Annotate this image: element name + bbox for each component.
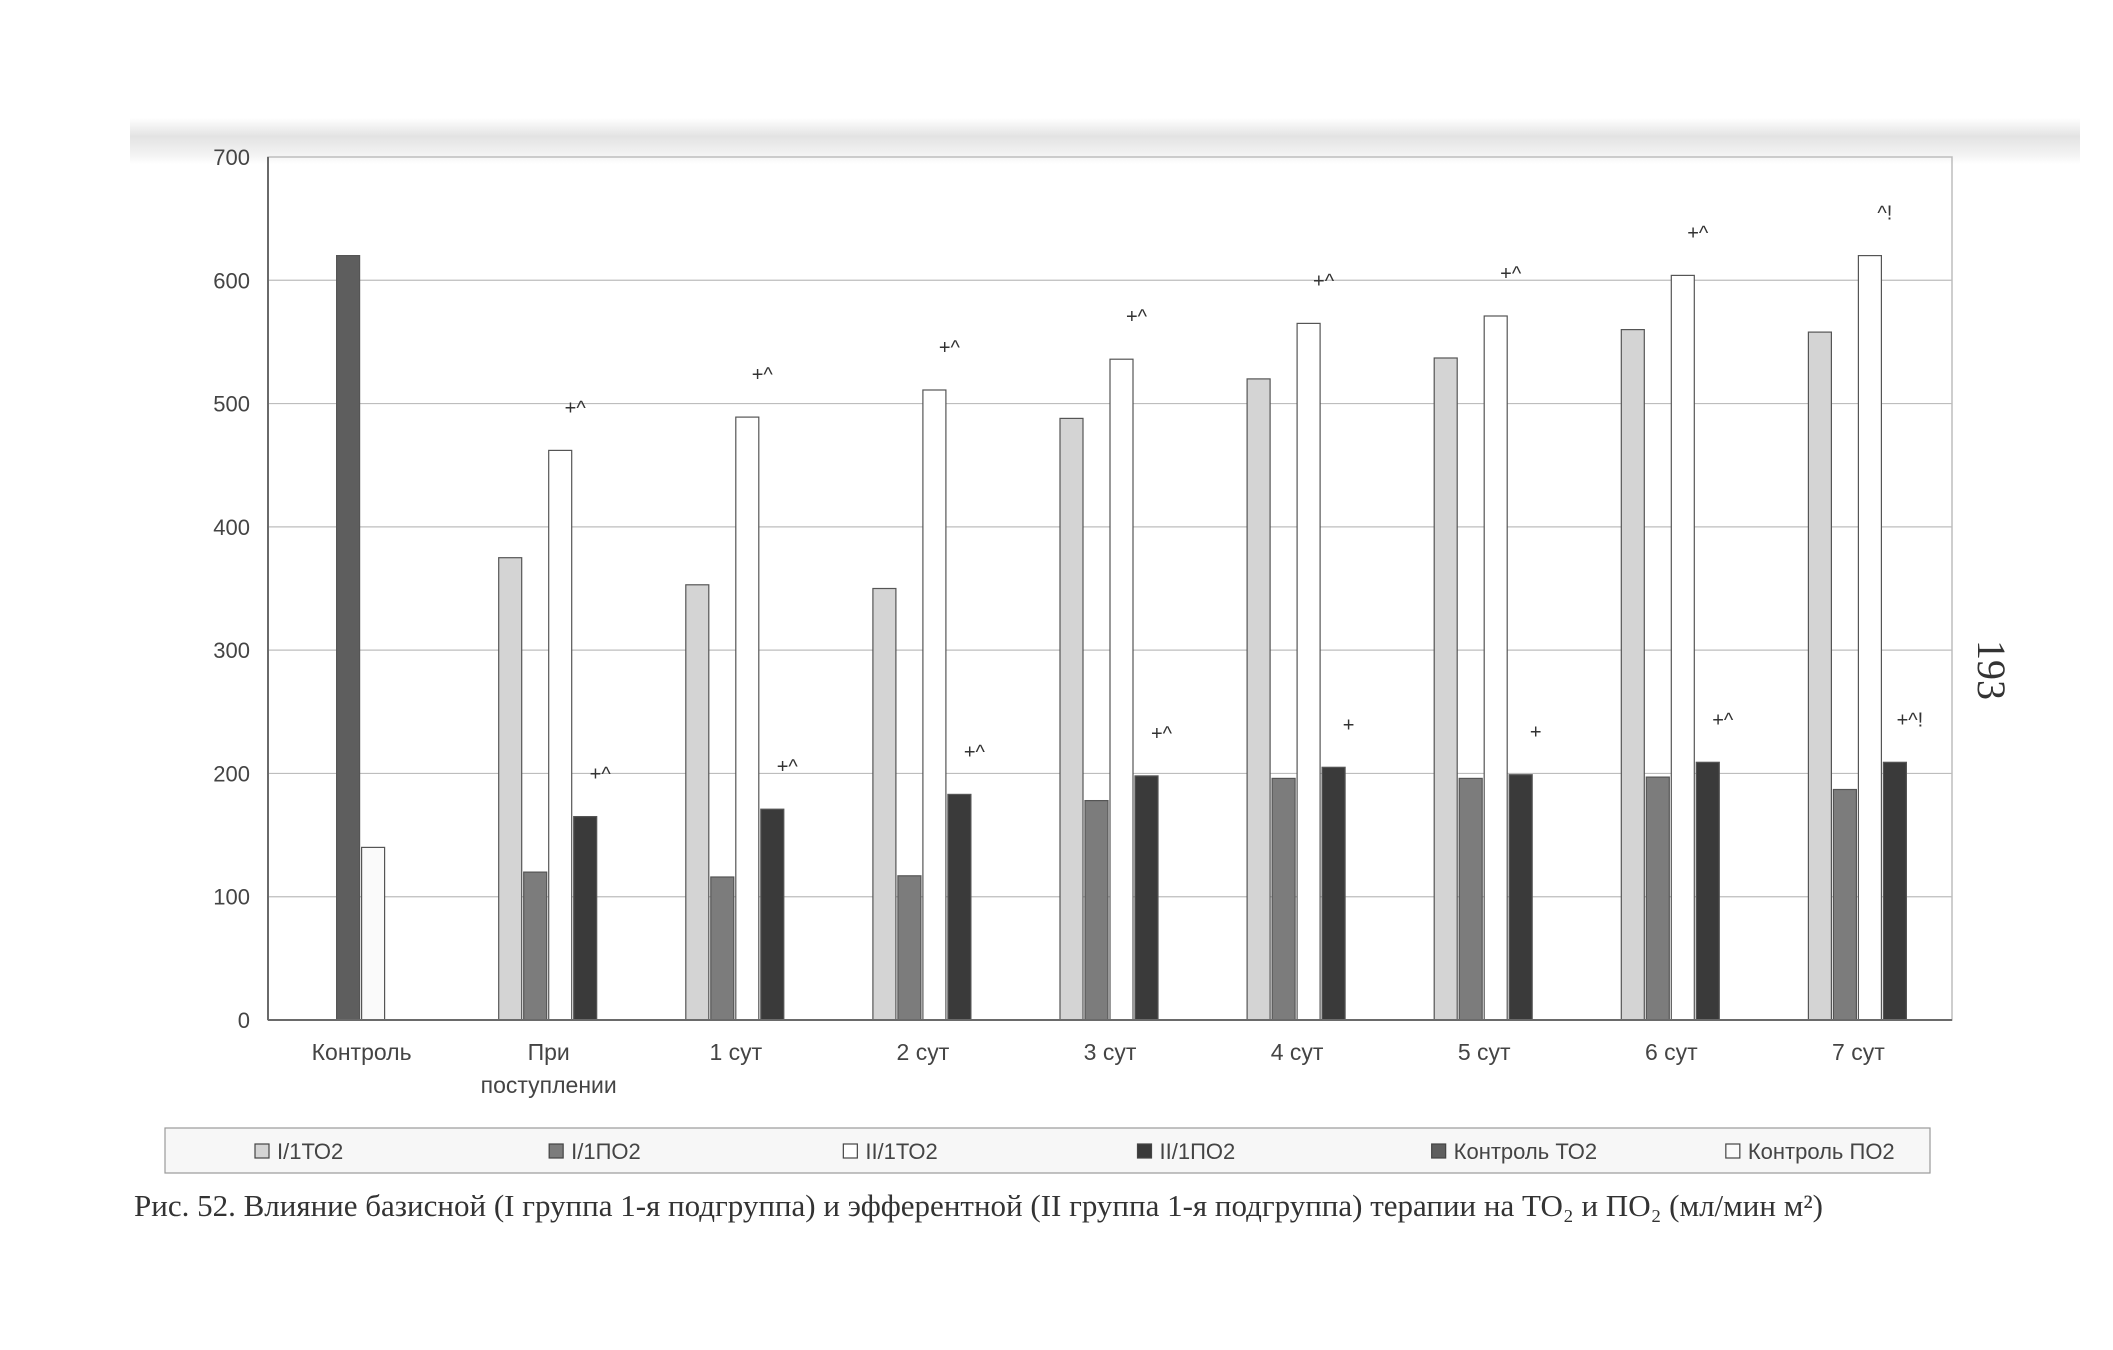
bar-II/1ТО2-7 сут — [1857, 255, 1883, 1021]
bar-II/1ТО2-6 сут — [1670, 274, 1695, 1021]
y-tick-label-300: 300 — [213, 638, 250, 663]
x-tick-label-5 сут: 5 сут — [1458, 1039, 1511, 1065]
y-tick-label-200: 200 — [213, 761, 250, 786]
annotation-II/1ТО2-2 сут: +^ — [939, 337, 961, 359]
bar-Контроль ПО2-Контроль — [361, 846, 386, 1021]
legend: I/1ТО2 I/1ПО2 II/1ТО2 II/1ПО2 Контроль ТО2 Ко… — [164, 1127, 1931, 1174]
bar-I/1ТО2-1 сут — [685, 584, 710, 1021]
page-number: 193 — [1969, 640, 2014, 700]
bar-II/1ПО2-2 сут — [947, 793, 972, 1021]
annotation-II/1ПО2-2 сут: +^ — [964, 741, 986, 763]
bar-I/1ПО2-3 сут — [1084, 799, 1109, 1021]
y-tick-label-400: 400 — [213, 515, 250, 540]
legend-swatch-Контроль ТО2 — [1431, 1143, 1447, 1159]
legend-swatch-I/1ПО2 — [548, 1143, 564, 1159]
bar-I/1ТО2-7 сут — [1807, 331, 1833, 1021]
bar-I/1ТО2-4 сут — [1246, 378, 1271, 1021]
bar-II/1ПО2-4 сут — [1321, 766, 1346, 1021]
legend-label-II/1ПО2: II/1ПО2 — [1160, 1139, 1236, 1164]
x-tick-label-3 сут: 3 сут — [1084, 1039, 1137, 1065]
y-tick-label-700: 700 — [213, 145, 250, 170]
legend-swatch-Контроль ПО2 — [1725, 1143, 1741, 1159]
bar-II/1ТО2-5 сут — [1483, 315, 1508, 1021]
bar-I/1ПО2-5 сут — [1458, 777, 1483, 1021]
x-tick-label-При поступлении-0: При — [528, 1039, 570, 1065]
legend-box — [164, 1127, 1931, 1174]
legend-label-Контроль ПО2: Контроль ПО2 — [1748, 1139, 1895, 1164]
x-tick-label-7 сут: 7 сут — [1832, 1039, 1885, 1065]
bar-I/1ПО2-2 сут — [897, 875, 922, 1021]
bar-I/1ПО2-При поступлении — [523, 871, 548, 1021]
bar-I/1ТО2-При поступлении — [498, 557, 523, 1021]
annotation-II/1ТО2-5 сут: +^ — [1500, 263, 1522, 285]
bar-I/1ТО2-5 сут — [1433, 357, 1458, 1021]
legend-swatch-II/1ТО2 — [842, 1143, 858, 1159]
x-tick-label-4 сут: 4 сут — [1271, 1039, 1324, 1065]
annotation-II/1ПО2-7 сут: +^! — [1897, 709, 1924, 731]
x-tick-label-Контроль: Контроль — [312, 1039, 412, 1065]
bar-I/1ТО2-2 сут — [872, 587, 897, 1021]
annotation-II/1ПО2-4 сут: + — [1343, 714, 1355, 736]
bars-layer — [336, 255, 1908, 1021]
y-tick-label-100: 100 — [213, 885, 250, 910]
legend-swatch-II/1ПО2 — [1136, 1143, 1153, 1159]
annotation-II/1ТО2-3 сут: +^ — [1126, 306, 1148, 328]
annotation-II/1ПО2-1 сут: +^ — [777, 756, 799, 778]
bar-II/1ПО2-При поступлении — [573, 815, 598, 1021]
bar-I/1ПО2-7 сут — [1832, 788, 1858, 1021]
y-tick-label-600: 600 — [213, 268, 250, 293]
legend-swatch-I/1ТО2 — [254, 1143, 270, 1159]
annotation-II/1ПО2-3 сут: +^ — [1151, 723, 1173, 745]
y-tick-label-500: 500 — [213, 392, 250, 417]
bar-II/1ПО2-1 сут — [760, 808, 785, 1021]
bar-II/1ТО2-При поступлении — [548, 449, 573, 1021]
annotation-II/1ПО2-6 сут: +^ — [1712, 709, 1734, 731]
bar-II/1ПО2-6 сут — [1695, 761, 1720, 1021]
bar-II/1ТО2-1 сут — [735, 416, 760, 1021]
x-tick-label-1 сут: 1 сут — [709, 1039, 762, 1065]
annotation-II/1ПО2-При поступлении: +^ — [590, 764, 612, 786]
bar-II/1ПО2-7 сут — [1882, 761, 1908, 1021]
bar-II/1ПО2-5 сут — [1508, 774, 1533, 1021]
legend-label-II/1ТО2: II/1ТО2 — [865, 1139, 937, 1164]
x-tick-label-2 сут: 2 сут — [897, 1039, 950, 1065]
bar-I/1ПО2-6 сут — [1645, 776, 1670, 1021]
legend-label-I/1ПО2: I/1ПО2 — [571, 1139, 641, 1164]
annotation-II/1ПО2-5 сут: + — [1530, 722, 1542, 744]
bar-Контроль ТО2-Контроль — [336, 255, 361, 1021]
bar-II/1ПО2-3 сут — [1134, 775, 1159, 1021]
bar-I/1ПО2-1 сут — [710, 876, 735, 1021]
bar-II/1ТО2-3 сут — [1109, 358, 1134, 1021]
figure-caption: Рис. 52. Влияние базисной (I группа 1-я … — [134, 1188, 1823, 1223]
annotations-layer: +^ +^ +^ +^ +^ +^ +^ +^ +^ + +^ + +^ +^ ^! +^! — [565, 203, 1924, 786]
y-tick-label-0: 0 — [238, 1008, 250, 1033]
annotation-II/1ТО2-При поступлении: +^ — [565, 397, 587, 419]
axis-layer: 0 100 200 300 400 500 600 700 Контроль При поступл… — [213, 145, 1952, 1098]
annotation-II/1ТО2-7 сут: ^! — [1877, 203, 1892, 225]
legend-label-Контроль ТО2: Контроль ТО2 — [1454, 1139, 1597, 1164]
bar-I/1ТО2-3 сут — [1059, 417, 1084, 1021]
x-tick-label-При поступлении-1: поступлении — [481, 1072, 617, 1098]
bar-II/1ТО2-4 сут — [1296, 322, 1321, 1021]
bar-I/1ТО2-6 сут — [1620, 329, 1645, 1021]
annotation-II/1ТО2-6 сут: +^ — [1687, 222, 1709, 244]
annotation-II/1ТО2-4 сут: +^ — [1313, 270, 1335, 292]
bar-II/1ТО2-2 сут — [922, 389, 947, 1021]
annotation-II/1ТО2-1 сут: +^ — [752, 364, 774, 386]
legend-label-I/1ТО2: I/1ТО2 — [277, 1139, 343, 1164]
x-tick-label-6 сут: 6 сут — [1645, 1039, 1698, 1065]
bar-I/1ПО2-4 сут — [1271, 777, 1296, 1021]
